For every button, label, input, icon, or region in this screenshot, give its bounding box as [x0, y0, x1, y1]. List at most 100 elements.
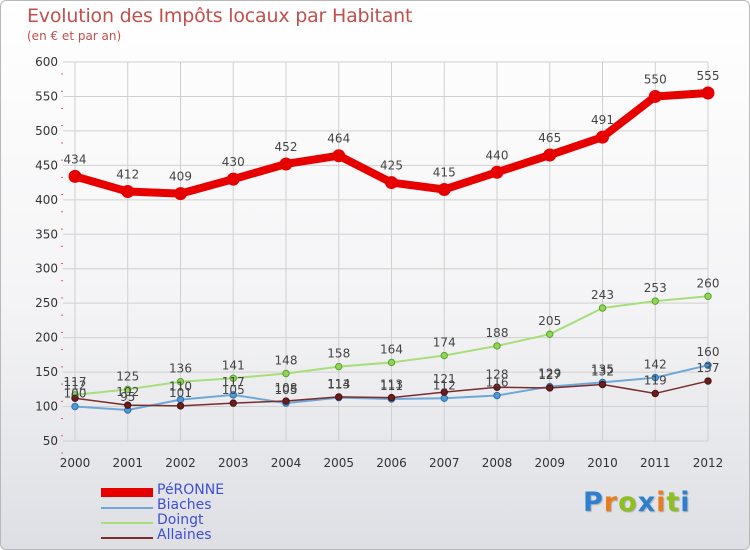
x-tick-label: 2010: [587, 456, 618, 470]
data-label-allaines: 101: [169, 386, 192, 400]
data-label-peronne: 550: [644, 72, 667, 86]
data-label-biaches: 135: [591, 362, 614, 376]
data-point-peronne: [121, 185, 135, 199]
y-tick-label: 200: [35, 331, 58, 345]
data-label-doingt: 253: [644, 281, 667, 295]
data-point-allaines: [71, 394, 79, 402]
data-point-biaches: [440, 394, 448, 402]
data-point-doingt: [176, 378, 185, 386]
legend-swatch: [101, 507, 153, 509]
data-point-biaches: [71, 402, 79, 411]
data-label-allaines: 112: [64, 378, 87, 392]
data-label-biaches: 117: [222, 375, 245, 389]
data-label-peronne: 491: [591, 113, 614, 127]
data-label-allaines: 108: [275, 381, 298, 395]
data-point-biaches: [651, 373, 659, 382]
data-point-doingt: [704, 292, 712, 300]
data-label-peronne: 555: [697, 69, 720, 83]
data-label-biaches: 142: [644, 358, 667, 372]
legend-swatch: [101, 537, 153, 539]
data-label-allaines: 137: [697, 361, 720, 375]
data-point-allaines: [387, 393, 396, 402]
y-tick-label: 150: [35, 365, 58, 379]
data-point-doingt: [229, 374, 237, 382]
data-label-peronne: 434: [64, 152, 87, 166]
data-label-allaines: 114: [327, 377, 350, 391]
data-label-allaines: 105: [222, 383, 245, 397]
data-point-allaines: [546, 384, 554, 392]
data-point-allaines: [176, 402, 185, 410]
logo-letter: r: [603, 487, 619, 518]
data-label-biaches: 160: [697, 345, 720, 359]
data-point-doingt: [124, 385, 132, 394]
y-tick-label: 450: [35, 158, 58, 172]
data-point-doingt: [598, 304, 607, 312]
chart-title: Evolution des Impôts locaux par Habitant: [27, 5, 413, 27]
x-tick-label: 2006: [376, 456, 407, 470]
data-label-doingt: 141: [222, 358, 245, 372]
data-point-peronne: [437, 182, 451, 196]
data-point-allaines: [282, 397, 290, 405]
data-label-doingt: 158: [327, 347, 350, 361]
data-point-allaines: [598, 380, 607, 389]
data-label-biaches: 110: [169, 380, 192, 394]
legend-swatch: [101, 488, 153, 497]
x-tick-label: 2011: [640, 456, 671, 470]
data-point-peronne: [332, 149, 346, 163]
data-label-doingt: 205: [538, 314, 561, 328]
data-label-doingt: 136: [169, 362, 192, 376]
data-point-peronne: [490, 165, 504, 179]
legend-swatch: [101, 522, 153, 524]
y-tick-label: 600: [35, 55, 58, 69]
chart-subtitle: (en € et par an): [27, 29, 122, 43]
proxiti-logo: Proxiti: [583, 487, 691, 518]
y-tick-label: 400: [35, 193, 58, 207]
data-point-allaines: [335, 393, 343, 401]
data-point-doingt: [651, 297, 659, 305]
data-point-doingt: [335, 362, 343, 371]
data-label-allaines: 128: [486, 367, 509, 381]
series-layer: [68, 86, 715, 414]
data-label-peronne: 440: [486, 148, 509, 162]
data-label-biaches: 105: [275, 383, 298, 397]
logo-letter: P: [583, 487, 604, 518]
data-point-doingt: [282, 369, 290, 378]
y-axis-ticks: 50 100 150 200 250 300 350 400 450 500 550 600: [35, 55, 58, 448]
data-label-allaines: 113: [380, 378, 403, 392]
data-point-peronne: [701, 86, 715, 100]
data-label-allaines: 127: [538, 368, 561, 382]
x-axis-ticks: 2000 2001 2002 2003 2004 2005 2006 2007 2008 2009…: [60, 456, 724, 470]
data-label-peronne: 452: [275, 140, 298, 154]
x-tick-label: 2008: [482, 456, 513, 470]
data-point-allaines: [651, 389, 659, 398]
x-tick-label: 2002: [165, 456, 196, 470]
y-tick-label: 250: [35, 296, 58, 310]
x-tick-label: 2005: [323, 456, 354, 470]
data-label-biaches: 112: [433, 378, 456, 392]
data-label-biaches: 95: [120, 390, 135, 404]
data-label-allaines: 132: [591, 364, 614, 378]
legend-label: Allaines: [157, 527, 212, 543]
data-point-biaches: [493, 391, 501, 400]
data-label-allaines: 119: [644, 373, 667, 387]
y-tick-label: 100: [35, 400, 58, 414]
data-point-peronne: [596, 130, 609, 144]
data-label-peronne: 430: [222, 155, 245, 169]
data-label-doingt: 188: [486, 326, 509, 340]
y-tick-label: 550: [35, 89, 58, 103]
data-label-biaches: 100: [64, 387, 87, 401]
data-point-doingt: [546, 330, 554, 338]
data-label-peronne: 425: [380, 159, 403, 173]
data-label-biaches: 129: [538, 367, 561, 381]
data-label-biaches: 113: [327, 378, 350, 392]
data-point-doingt: [493, 342, 501, 350]
data-point-allaines: [704, 377, 712, 385]
legend-label: PéRONNE: [157, 482, 225, 498]
data-label-allaines: 121: [433, 372, 456, 386]
data-label-peronne: 464: [327, 132, 350, 146]
data-point-doingt: [440, 351, 448, 360]
x-tick-label: 2012: [693, 456, 724, 470]
data-point-allaines: [440, 388, 448, 396]
data-label-biaches: 111: [380, 379, 403, 393]
